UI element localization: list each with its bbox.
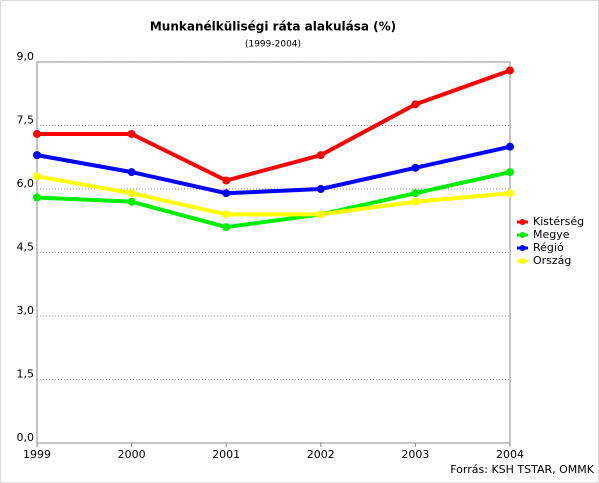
- x-tick-label: 2003: [401, 448, 429, 461]
- x-tick-label: 2000: [118, 448, 146, 461]
- point: [506, 142, 514, 151]
- legend-marker: [519, 219, 526, 225]
- point: [316, 185, 325, 193]
- chart-title: Munkanélküliségi ráta alakulása (%): [150, 20, 396, 34]
- series-line: [36, 170, 511, 230]
- point: [222, 210, 231, 219]
- y-tick-label: 7,5: [17, 114, 35, 127]
- x-tick-label: 2001: [212, 448, 240, 461]
- y-tick-label: 3,0: [17, 304, 35, 317]
- legend-marker: [519, 258, 526, 264]
- series-line: [36, 174, 511, 217]
- point: [506, 66, 514, 75]
- legend-label: Kistérség: [533, 215, 584, 228]
- legend-label: Régió: [533, 241, 564, 254]
- point: [33, 129, 41, 138]
- point: [127, 168, 136, 177]
- point: [127, 129, 136, 138]
- point: [33, 172, 41, 181]
- legend-label: Megye: [533, 228, 570, 241]
- point: [316, 210, 325, 219]
- source: Forrás: KSH TSTAR, OMMK: [450, 463, 595, 476]
- y-tick-label: 4,5: [17, 241, 35, 254]
- point: [411, 197, 420, 206]
- y-tick-label: 9,0: [17, 50, 35, 63]
- point: [222, 189, 231, 198]
- chart-subtitle: (1999-2004): [245, 40, 301, 50]
- x-tick-label: 2004: [496, 448, 524, 461]
- point: [33, 193, 41, 202]
- point: [33, 151, 41, 160]
- series-line: [37, 68, 511, 183]
- point: [127, 197, 136, 206]
- point: [411, 100, 420, 109]
- point: [411, 189, 420, 198]
- x-tick-label: 1999: [23, 448, 51, 461]
- legend-marker: [519, 245, 526, 251]
- y-tick-label: 6,0: [17, 177, 35, 190]
- legend-marker: [519, 232, 526, 238]
- point: [506, 189, 514, 198]
- point: [411, 163, 420, 172]
- y-tick-label: 0,0: [17, 431, 35, 444]
- point: [316, 151, 325, 160]
- point: [222, 223, 231, 232]
- point: [222, 176, 231, 185]
- x-tick-label: 2002: [307, 448, 335, 461]
- series-line: [36, 144, 511, 196]
- point: [127, 189, 136, 198]
- y-tick-label: 1,5: [17, 368, 35, 381]
- legend-label: Ország: [533, 254, 571, 267]
- point: [506, 168, 514, 177]
